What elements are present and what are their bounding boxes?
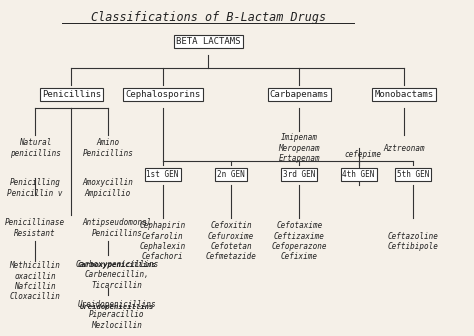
Text: Methicillin
oxacillin
Nafcillin
Cloxacillin: Methicillin oxacillin Nafcillin Cloxacil… [9, 261, 60, 301]
Text: Cephalosporins: Cephalosporins [125, 90, 200, 99]
Text: 2n GEN: 2n GEN [217, 170, 245, 179]
Text: Cefoxitin
Cefuroxime
Cefotetan
Cefmetazide: Cefoxitin Cefuroxime Cefotetan Cefmetazi… [206, 221, 256, 261]
Text: 1st GEN: 1st GEN [146, 170, 179, 179]
Text: 5th GEN: 5th GEN [397, 170, 429, 179]
Text: Aztreonam: Aztreonam [383, 143, 425, 153]
Text: Penicillinase
Resistant: Penicillinase Resistant [5, 218, 65, 238]
Text: Ceftazoline
Ceftibipole: Ceftazoline Ceftibipole [388, 232, 439, 251]
Text: Ureidopenicillins: Ureidopenicillins [80, 303, 154, 310]
Text: BETA LACTAMS: BETA LACTAMS [176, 37, 240, 46]
Text: Carbapenams: Carbapenams [270, 90, 329, 99]
Text: Monobactams: Monobactams [374, 90, 434, 99]
Text: Penicillins: Penicillins [42, 90, 101, 99]
Text: Penicilling
Penicillin v: Penicilling Penicillin v [7, 178, 63, 198]
Text: 4th GEN: 4th GEN [342, 170, 375, 179]
Text: 3rd GEN: 3rd GEN [283, 170, 316, 179]
Text: Classifications of B-Lactam Drugs: Classifications of B-Lactam Drugs [91, 11, 326, 25]
Text: cefepime: cefepime [345, 150, 382, 159]
Text: Amoxycillin
Ampicillio: Amoxycillin Ampicillio [82, 178, 133, 198]
Text: Cephapirin
Cefarolin
Cephalexin
Cefachori: Cephapirin Cefarolin Cephalexin Cefachor… [139, 221, 186, 261]
Text: Natural
penicillins: Natural penicillins [9, 138, 60, 158]
Text: Cefotaxime
Ceftizaxime
Cefoperazone
Cefixime: Cefotaxime Ceftizaxime Cefoperazone Cefi… [272, 221, 327, 261]
Text: Imipenam
Meropenam
Ertapenam: Imipenam Meropenam Ertapenam [279, 133, 320, 163]
Text: Amino
Penicillins: Amino Penicillins [82, 138, 133, 158]
Text: Carboxypenicillins: Carboxypenicillins [78, 261, 156, 268]
Text: Carboxypenicillins
Carbenecillin,
Ticarcillin: Carboxypenicillins Carbenecillin, Ticarc… [75, 260, 159, 290]
Text: Ureidopenicillins
Piperacillio
Mezlocillin: Ureidopenicillins Piperacillio Mezlocill… [78, 300, 156, 330]
Text: Antipseudomonal
Penicillins: Antipseudomonal Penicillins [82, 218, 152, 238]
